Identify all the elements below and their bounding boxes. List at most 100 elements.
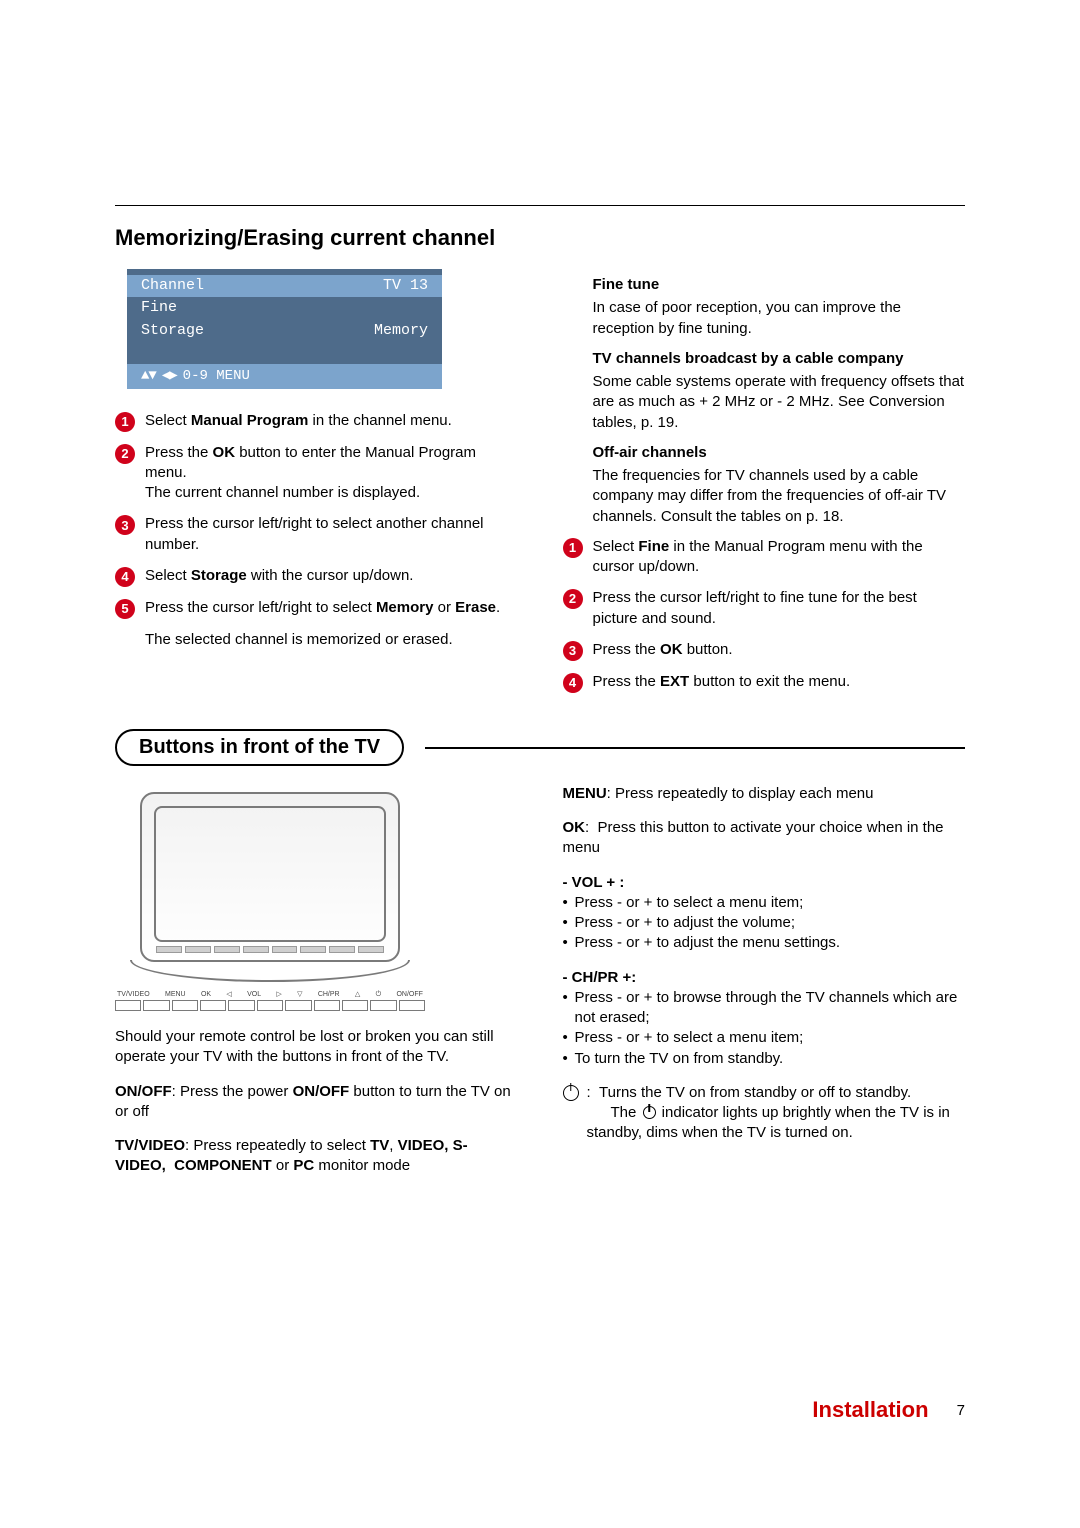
step-text: Press the OK button to enter the Manual … — [145, 443, 518, 504]
front-panel-label: ◁ — [226, 990, 231, 999]
front-panel-label: ON/OFF — [396, 990, 422, 999]
front-panel-button — [285, 1000, 311, 1011]
front-panel-button — [143, 1000, 169, 1011]
step-text: Press the cursor left/right to select Me… — [145, 598, 518, 619]
tvvideo-text: TV/VIDEO: Press repeatedly to select TV,… — [115, 1136, 518, 1177]
vol-heading: - VOL + : — [563, 873, 966, 893]
front-panel-label: OK — [201, 990, 211, 999]
front-panel-label: CH/PR — [318, 990, 340, 999]
osd-footer: ▲▼ ◀▶ 0-9 MENU — [127, 364, 442, 389]
numbered-step: 4 Press the EXT button to exit the menu. — [563, 672, 966, 693]
vol-bullet: Press - or + to adjust the volume; — [563, 913, 966, 933]
chpr-bullet: To turn the TV on from standby. — [563, 1049, 966, 1069]
lost-remote-text: Should your remote control be lost or br… — [115, 1027, 518, 1068]
section-title: Memorizing/Erasing current channel — [115, 225, 965, 251]
chpr-bullet: Press - or + to select a menu item; — [563, 1028, 966, 1048]
numbered-step: 2 Press the cursor left/right to fine tun… — [563, 588, 966, 629]
front-panel-button — [314, 1000, 340, 1011]
onoff-text: ON/OFF: Press the power ON/OFF button to… — [115, 1082, 518, 1123]
section2-left: TV/VIDEO MENU OK ◁ VOL ▷ ▽ CH/PR △ ⏻ ON/OFF Should… — [115, 784, 518, 1191]
front-panel-button — [399, 1000, 425, 1011]
horizontal-rule — [115, 205, 965, 206]
vol-bullet: Press - or + to select a menu item; — [563, 893, 966, 913]
front-panel-label: MENU — [165, 990, 186, 999]
front-panel-button — [228, 1000, 254, 1011]
front-panel-button — [370, 1000, 396, 1011]
step-badge: 2 — [115, 444, 135, 464]
step-badge: 4 — [115, 567, 135, 587]
step-badge: 3 — [115, 515, 135, 535]
left-tail-text: The selected channel is memorized or era… — [145, 630, 518, 650]
front-panel-button — [257, 1000, 283, 1011]
section1-left: ChannelTV 13FineStorageMemory ▲▼ ◀▶ 0-9 M… — [115, 269, 518, 704]
section2-columns: TV/VIDEO MENU OK ◁ VOL ▷ ▽ CH/PR △ ⏻ ON/OFF Should… — [115, 784, 965, 1191]
osd-row: StorageMemory — [127, 320, 442, 342]
page-number: 7 — [957, 1402, 965, 1419]
ok-body: : Press this button to activate your cho… — [563, 819, 944, 856]
step-text: Select Manual Program in the channel men… — [145, 411, 518, 432]
step-badge: 1 — [115, 412, 135, 432]
numbered-step: 1 Select Fine in the Manual Program menu … — [563, 537, 966, 578]
power-block: : Turns the TV on from standby or off to… — [563, 1083, 966, 1144]
step-badge: 5 — [115, 599, 135, 619]
menu-text: MENU: Press repeatedly to display each m… — [563, 784, 966, 804]
offair-para: The frequencies for TV channels used by … — [593, 466, 966, 527]
section1-columns: ChannelTV 13FineStorageMemory ▲▼ ◀▶ 0-9 M… — [115, 269, 965, 704]
chpr-bullet: Press - or + to browse through the TV ch… — [563, 988, 966, 1029]
cable-para: Some cable systems operate with frequenc… — [593, 372, 966, 433]
section2-right: MENU: Press repeatedly to display each m… — [563, 784, 966, 1191]
front-panel-label: ▷ — [276, 990, 281, 999]
osd-menu: ChannelTV 13FineStorageMemory ▲▼ ◀▶ 0-9 M… — [127, 269, 442, 389]
numbered-step: 3 Press the OK button. — [563, 640, 966, 661]
page-content: Memorizing/Erasing current channel Chann… — [115, 225, 965, 1191]
step-badge: 4 — [563, 673, 583, 693]
step-text: Select Storage with the cursor up/down. — [145, 566, 518, 587]
step-text: Press the EXT button to exit the menu. — [593, 672, 966, 693]
front-panel-button — [200, 1000, 226, 1011]
numbered-step: 1 Select Manual Program in the channel me… — [115, 411, 518, 432]
step-badge: 3 — [563, 641, 583, 661]
front-panel-label: ▽ — [297, 990, 302, 999]
offair-heading: Off-air channels — [593, 443, 966, 463]
front-panel-button — [342, 1000, 368, 1011]
power-text: : Turns the TV on from standby or off to… — [587, 1083, 966, 1144]
numbered-step: 4 Select Storage with the cursor up/down. — [115, 566, 518, 587]
front-panel-label: VOL — [247, 990, 261, 999]
vol-block: - VOL + : Press - or + to select a menu … — [563, 873, 966, 954]
cable-heading: TV channels broadcast by a cable company — [593, 349, 966, 369]
step-badge: 1 — [563, 538, 583, 558]
osd-row: Fine — [127, 297, 442, 319]
footer-label: Installation — [812, 1397, 928, 1422]
section2: Buttons in front of the TV TV/VIDEO MENU O… — [115, 729, 965, 1191]
section2-title: Buttons in front of the TV — [115, 729, 404, 766]
vol-bullet: Press - or + to adjust the menu settings… — [563, 933, 966, 953]
front-panel-button — [172, 1000, 198, 1011]
step-badge: 2 — [563, 589, 583, 609]
numbered-step: 2 Press the OK button to enter the Manual… — [115, 443, 518, 504]
steps-right: 1 Select Fine in the Manual Program menu … — [563, 537, 966, 693]
front-panel-label: ⏻ — [376, 990, 382, 999]
fine-tune-heading: Fine tune — [593, 275, 966, 295]
front-panel-button — [115, 1000, 141, 1011]
tv-illustration: TV/VIDEO MENU OK ◁ VOL ▷ ▽ CH/PR △ ⏻ ON/OFF — [115, 792, 425, 1011]
fine-tune-para: In case of poor reception, you can impro… — [593, 298, 966, 339]
power-icon-inline — [643, 1106, 656, 1119]
step-text: Press the cursor left/right to select an… — [145, 514, 518, 555]
front-panel-label: △ — [355, 990, 360, 999]
ok-text: OK: Press this button to activate your c… — [563, 818, 966, 859]
step-text: Press the cursor left/right to fine tune… — [593, 588, 966, 629]
step-text: Press the OK button. — [593, 640, 966, 661]
page-footer: Installation 7 — [812, 1397, 965, 1423]
steps-left: 1 Select Manual Program in the channel me… — [115, 411, 518, 619]
step-text: Select Fine in the Manual Program menu w… — [593, 537, 966, 578]
osd-row: ChannelTV 13 — [127, 275, 442, 297]
numbered-step: 5 Press the cursor left/right to select M… — [115, 598, 518, 619]
power-icon — [563, 1085, 579, 1101]
chpr-heading: - CH/PR +: — [563, 968, 966, 988]
ok-label: OK — [563, 819, 586, 836]
front-panel-label: TV/VIDEO — [117, 990, 150, 999]
chpr-block: - CH/PR +: Press - or + to browse throug… — [563, 968, 966, 1069]
numbered-step: 3 Press the cursor left/right to select a… — [115, 514, 518, 555]
section1-right: Fine tune In case of poor reception, you… — [563, 269, 966, 704]
section2-title-row: Buttons in front of the TV — [115, 729, 965, 766]
